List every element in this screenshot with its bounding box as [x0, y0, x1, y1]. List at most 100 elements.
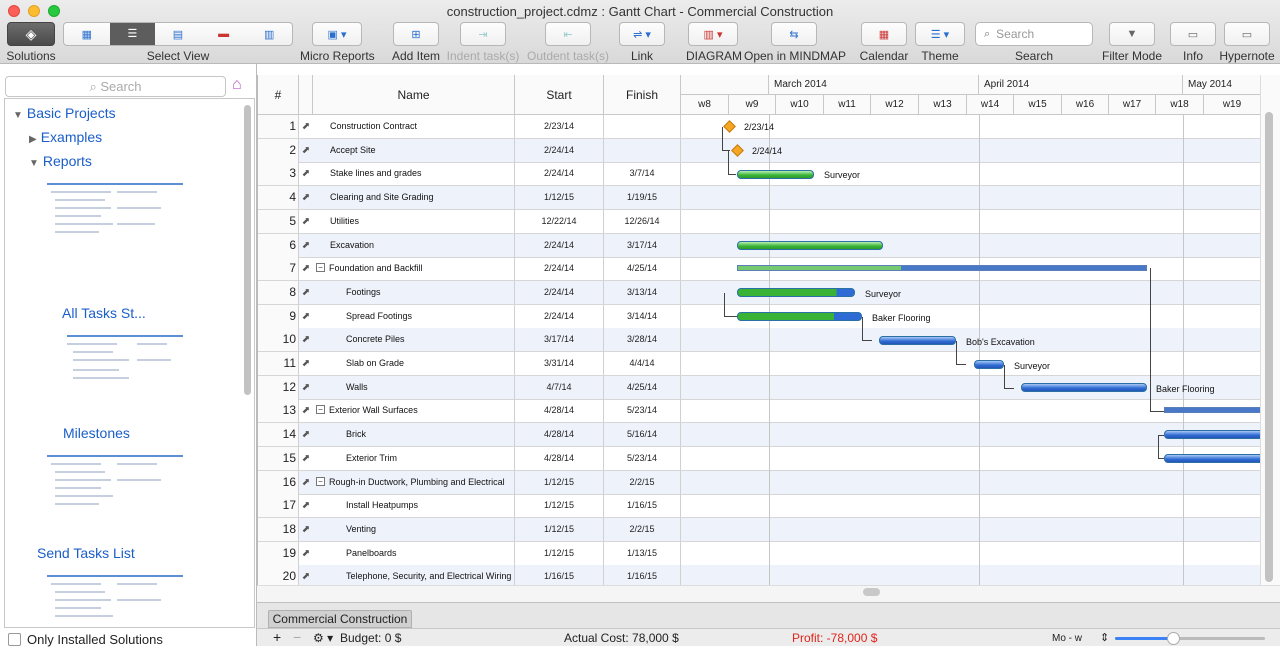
table-row[interactable]: 16 ⬈ − Rough-in Ductwork, Plumbing and Elec…: [258, 470, 1260, 495]
task-bar[interactable]: [737, 288, 855, 297]
diagram-button[interactable]: ▥ ▾ DIAGRAM: [686, 22, 742, 64]
tree-item-reports[interactable]: ▼ Reports: [29, 153, 92, 169]
task-name-cell[interactable]: Excavation: [313, 233, 515, 257]
tree-item-basic-projects[interactable]: ▼ Basic Projects: [13, 105, 116, 121]
row-actions-icon[interactable]: ⬈: [301, 547, 311, 559]
open-mindmap-button[interactable]: ⇆ Open in MINDMAP: [744, 22, 846, 64]
finish-date-cell[interactable]: 4/4/14: [604, 352, 681, 375]
grid-horizontal-scrollbar[interactable]: [863, 588, 880, 596]
sheet-tab-commercial-construction[interactable]: Commercial Construction: [268, 610, 412, 628]
table-row[interactable]: 17 ⬈ Install Heatpumps 1/12/15 1/16/15: [258, 494, 1260, 519]
column-header-name[interactable]: Name: [313, 75, 515, 115]
row-actions-icon[interactable]: ⬈: [301, 310, 311, 322]
table-row[interactable]: 3 ⬈ Stake lines and grades 2/24/14 3/7/14: [258, 162, 1260, 187]
collapse-icon[interactable]: −: [316, 476, 325, 486]
report-thumbnail[interactable]: [47, 335, 183, 397]
finish-date-cell[interactable]: 3/13/14: [604, 280, 681, 304]
add-item-button[interactable]: ⊞ Add Item: [390, 22, 442, 64]
table-row[interactable]: 19 ⬈ Panelboards 1/12/15 1/13/15: [258, 541, 1260, 566]
row-actions-icon[interactable]: ⬈: [301, 381, 311, 393]
task-bar[interactable]: [974, 360, 1004, 369]
report-thumbnail[interactable]: [47, 455, 183, 517]
task-name-cell[interactable]: Brick: [313, 423, 515, 447]
start-date-cell[interactable]: 3/31/14: [515, 352, 604, 375]
gear-icon[interactable]: ⚙ ▾: [313, 631, 334, 645]
table-row[interactable]: 4 ⬈ Clearing and Site Grading 1/12/15 1/19/1…: [258, 186, 1260, 211]
finish-date-cell[interactable]: 4/25/14: [604, 375, 681, 399]
start-date-cell[interactable]: 1/16/15: [515, 565, 604, 585]
finish-date-cell[interactable]: 5/16/14: [604, 423, 681, 447]
solutions-home-icon[interactable]: ⌂: [232, 76, 242, 93]
finish-date-cell[interactable]: 4/25/14: [604, 257, 681, 281]
close-window-button[interactable]: [8, 5, 20, 17]
table-row[interactable]: 9 ⬈ Spread Footings 2/24/14 3/14/14: [258, 304, 1260, 329]
table-row[interactable]: 15 ⬈ Exterior Trim 4/28/14 5/23/14: [258, 446, 1260, 471]
task-name-cell[interactable]: − Foundation and Backfill: [313, 257, 515, 281]
table-row[interactable]: 20 ⬈ Telephone, Security, and Electrical W…: [258, 565, 1260, 585]
table-row[interactable]: 2 ⬈ Accept Site 2/24/14: [258, 138, 1260, 163]
start-date-cell[interactable]: 4/28/14: [515, 399, 604, 423]
task-name-cell[interactable]: Stake lines and grades: [313, 162, 515, 186]
task-bar[interactable]: [1164, 454, 1260, 463]
task-name-cell[interactable]: Spread Footings: [313, 304, 515, 328]
filter-mode-button[interactable]: ▼ Filter Mode: [1100, 22, 1164, 64]
start-date-cell[interactable]: 1/12/15: [515, 517, 604, 541]
task-name-cell[interactable]: Install Heatpumps: [313, 494, 515, 518]
start-date-cell[interactable]: 4/28/14: [515, 446, 604, 470]
task-name-cell[interactable]: − Rough-in Ductwork, Plumbing and Electri…: [313, 470, 515, 494]
finish-date-cell[interactable]: [604, 115, 681, 138]
finish-date-cell[interactable]: 1/19/15: [604, 186, 681, 210]
start-date-cell[interactable]: 2/24/14: [515, 257, 604, 281]
start-date-cell[interactable]: 2/23/14: [515, 115, 604, 138]
solutions-button[interactable]: ◈ Solutions: [4, 22, 58, 64]
task-name-cell[interactable]: Telephone, Security, and Electrical Wiri…: [313, 565, 515, 585]
row-actions-icon[interactable]: ⬈: [301, 452, 311, 464]
start-date-cell[interactable]: 2/24/14: [515, 162, 604, 186]
report-all-tasks[interactable]: All Tasks St...: [62, 305, 146, 321]
finish-date-cell[interactable]: 1/16/15: [604, 565, 681, 585]
start-date-cell[interactable]: 2/24/14: [515, 280, 604, 304]
row-actions-icon[interactable]: ⬈: [301, 571, 311, 583]
start-date-cell[interactable]: 12/22/14: [515, 209, 604, 233]
row-actions-icon[interactable]: ⬈: [301, 405, 311, 417]
minimize-window-button[interactable]: [28, 5, 40, 17]
row-actions-icon[interactable]: ⬈: [301, 192, 311, 204]
start-date-cell[interactable]: 1/12/15: [515, 186, 604, 210]
view-grid-icon[interactable]: ▦: [81, 28, 92, 41]
finish-date-cell[interactable]: 3/28/14: [604, 328, 681, 352]
column-header-start[interactable]: Start: [515, 75, 604, 115]
task-name-cell[interactable]: Footings: [313, 280, 515, 304]
zoom-slider-knob[interactable]: [1167, 632, 1180, 645]
task-name-cell[interactable]: Accept Site: [313, 138, 515, 162]
finish-date-cell[interactable]: 12/26/14: [604, 209, 681, 233]
task-name-cell[interactable]: Panelboards: [313, 541, 515, 565]
finish-date-cell[interactable]: 5/23/14: [604, 399, 681, 423]
task-bar[interactable]: [737, 170, 814, 179]
row-actions-icon[interactable]: ⬈: [301, 334, 311, 346]
info-button[interactable]: ▭ Info: [1170, 22, 1216, 64]
start-date-cell[interactable]: 1/12/15: [515, 541, 604, 565]
table-row[interactable]: 14 ⬈ Brick 4/28/14 5/16/14: [258, 423, 1260, 448]
finish-date-cell[interactable]: 1/13/15: [604, 541, 681, 565]
row-actions-icon[interactable]: ⬈: [301, 523, 311, 535]
report-thumbnail[interactable]: [47, 183, 183, 245]
zoom-window-button[interactable]: [48, 5, 60, 17]
task-name-cell[interactable]: Construction Contract: [313, 115, 515, 138]
row-actions-icon[interactable]: ⬈: [301, 144, 311, 156]
task-name-cell[interactable]: Clearing and Site Grading: [313, 186, 515, 210]
row-actions-icon[interactable]: ⬈: [301, 476, 311, 488]
grid-horizontal-scroll-track[interactable]: [257, 585, 1280, 602]
theme-button[interactable]: ☰ ▾ Theme: [914, 22, 966, 64]
view-people-icon[interactable]: ▬: [218, 28, 230, 40]
collapse-icon[interactable]: −: [316, 405, 325, 415]
grid-vertical-scrollbar[interactable]: [1265, 112, 1273, 582]
stepper-icon[interactable]: ⇕: [1100, 632, 1110, 644]
start-date-cell[interactable]: 2/24/14: [515, 304, 604, 328]
sidebar-search-input[interactable]: ⌕ Search: [5, 76, 226, 97]
timescale-select[interactable]: Mo - w: [1052, 633, 1082, 644]
row-actions-icon[interactable]: ⬈: [301, 239, 311, 251]
finish-date-cell[interactable]: 2/2/15: [604, 470, 681, 494]
table-row[interactable]: 10 ⬈ Concrete Piles 3/17/14 3/28/14: [258, 328, 1260, 353]
indent-tasks-button[interactable]: ⇥ Indent task(s): [446, 22, 520, 64]
summary-bar[interactable]: [737, 265, 1147, 271]
